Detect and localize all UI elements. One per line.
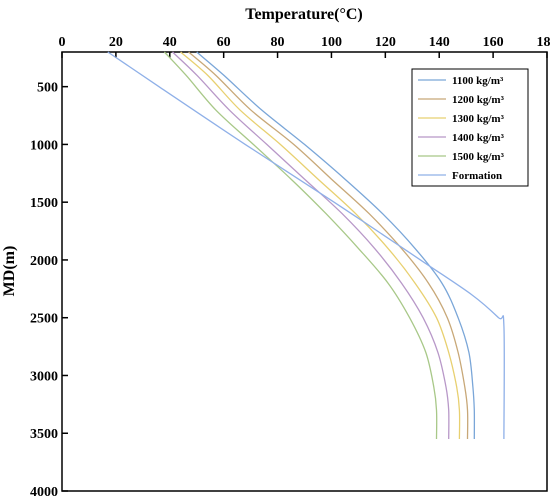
legend-label: 1500 kg/m³ bbox=[452, 151, 505, 163]
y-tick-label: 3000 bbox=[30, 369, 58, 384]
series-line-3 bbox=[172, 51, 450, 440]
series-lines bbox=[107, 51, 505, 440]
series-line-4 bbox=[163, 51, 438, 440]
legend-label: 1200 kg/m³ bbox=[452, 94, 505, 106]
x-tick-label: 100 bbox=[321, 35, 342, 50]
legend: 1100 kg/m³ 1200 kg/m³ 1300 kg/m³ 1400 kg/m³… bbox=[411, 68, 529, 187]
x-tick-label: 140 bbox=[429, 35, 450, 50]
y-axis-title: MD(m) bbox=[1, 246, 18, 297]
legend-box bbox=[411, 68, 529, 187]
x-tick-label: 0 bbox=[59, 35, 66, 50]
y-tick-label: 1000 bbox=[30, 138, 58, 153]
y-tick-label: 2500 bbox=[30, 312, 58, 327]
y-axis: 500 1000 1500 2000 2500 3000 3500 4000 bbox=[30, 81, 68, 500]
y-tick-label: 1500 bbox=[30, 196, 58, 211]
series-line-0 bbox=[196, 51, 476, 440]
y-tick-label: 500 bbox=[37, 81, 58, 96]
x-tick-label: 40 bbox=[163, 35, 177, 50]
x-tick-label: 60 bbox=[217, 35, 231, 50]
series-line-1 bbox=[188, 51, 469, 440]
x-tick-label: 160 bbox=[483, 35, 504, 50]
x-tick-label: 80 bbox=[271, 35, 285, 50]
x-axis: 0 20 40 60 80 100 120 140 160 180 bbox=[59, 35, 550, 58]
legend-label: 1300 kg/m³ bbox=[452, 113, 505, 125]
legend-label: 1100 kg/m³ bbox=[452, 75, 504, 87]
series-line-2 bbox=[180, 51, 461, 440]
x-tick-label: 120 bbox=[375, 35, 396, 50]
legend-label: Formation bbox=[452, 170, 502, 182]
y-tick-label: 4000 bbox=[30, 485, 58, 500]
x-tick-label: 20 bbox=[109, 35, 123, 50]
series-line-5 bbox=[107, 51, 505, 440]
x-tick-label: 180 bbox=[537, 35, 550, 50]
y-tick-label: 2000 bbox=[30, 254, 58, 269]
legend-label: 1400 kg/m³ bbox=[452, 132, 505, 144]
x-axis-title: Temperature(°C) bbox=[245, 6, 362, 23]
y-tick-label: 3500 bbox=[30, 427, 58, 442]
